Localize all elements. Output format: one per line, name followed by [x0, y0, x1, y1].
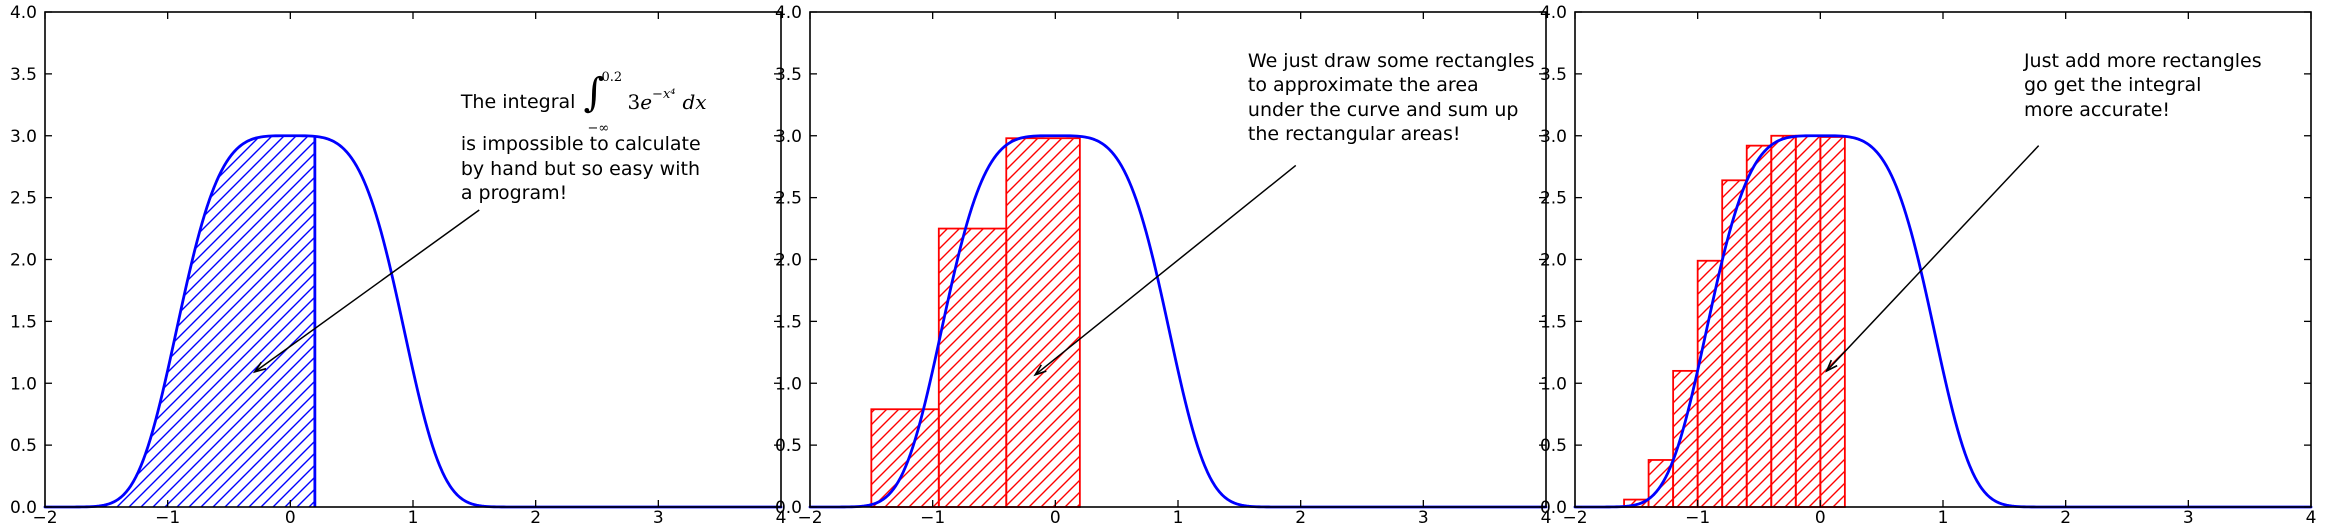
svg-text:2.5: 2.5 — [10, 189, 37, 209]
svg-text:−1: −1 — [155, 508, 180, 524]
integrand-coefficient: 3 — [627, 90, 641, 115]
svg-text:3.0: 3.0 — [775, 127, 802, 147]
differential: dx — [682, 90, 707, 115]
annotation-panel-3: Just add more rectangles go get the inte… — [2023, 50, 2262, 121]
svg-text:4.0: 4.0 — [1540, 3, 1567, 23]
svg-text:3.0: 3.0 — [1540, 127, 1567, 147]
svg-text:1: 1 — [408, 508, 419, 524]
svg-text:−1: −1 — [920, 508, 945, 524]
integral-expression: The integral ∫ 0.2 −∞ 3 e −x⁴ dx — [460, 70, 707, 137]
svg-text:0.5: 0.5 — [1540, 436, 1567, 456]
annotation-prefix: The integral — [460, 91, 576, 114]
svg-text:−2: −2 — [1562, 508, 1587, 524]
svg-text:1.0: 1.0 — [10, 374, 37, 394]
svg-text:4: 4 — [2306, 508, 2317, 524]
svg-text:1.0: 1.0 — [1540, 374, 1567, 394]
svg-text:0.0: 0.0 — [775, 498, 802, 518]
svg-text:1.5: 1.5 — [1540, 312, 1567, 332]
integral-symbol: ∫ 0.2 −∞ — [583, 70, 623, 137]
svg-text:2: 2 — [2060, 508, 2071, 524]
integral-lower-limit: −∞ — [587, 121, 610, 137]
svg-text:0.0: 0.0 — [10, 498, 37, 518]
svg-text:2.5: 2.5 — [775, 189, 802, 209]
annotation-text-1: is impossible to calculate by hand but s… — [460, 133, 701, 204]
integral-upper-limit: 0.2 — [601, 70, 623, 86]
svg-text:−1: −1 — [1685, 508, 1710, 524]
svg-text:2: 2 — [530, 508, 541, 524]
integrand-exponent: −x⁴ — [652, 86, 676, 102]
svg-text:2.0: 2.0 — [775, 251, 802, 271]
svg-text:3: 3 — [1418, 508, 1429, 524]
svg-text:0.5: 0.5 — [10, 436, 37, 456]
svg-text:1.5: 1.5 — [10, 312, 37, 332]
svg-text:1.0: 1.0 — [775, 374, 802, 394]
svg-text:4.0: 4.0 — [775, 3, 802, 23]
integrand-base: e — [640, 90, 653, 115]
svg-text:0: 0 — [285, 508, 296, 524]
svg-text:0.5: 0.5 — [775, 436, 802, 456]
svg-text:3.5: 3.5 — [775, 65, 802, 85]
svg-text:0: 0 — [1050, 508, 1061, 524]
svg-text:3: 3 — [2183, 508, 2194, 524]
svg-text:3: 3 — [653, 508, 664, 524]
annotation-panel-2: We just draw some rectangles to approxim… — [1247, 50, 1535, 146]
svg-text:2: 2 — [1295, 508, 1306, 524]
svg-text:1: 1 — [1938, 508, 1949, 524]
svg-text:−2: −2 — [32, 508, 57, 524]
svg-text:0: 0 — [1815, 508, 1826, 524]
svg-text:0.0: 0.0 — [1540, 498, 1567, 518]
annotation-panel-1: The integral ∫ 0.2 −∞ 3 e −x⁴ dx is imposs… — [460, 70, 707, 205]
svg-text:4: 4 — [1541, 508, 1552, 524]
svg-text:2.0: 2.0 — [10, 251, 37, 271]
svg-text:4: 4 — [776, 508, 787, 524]
svg-text:2.5: 2.5 — [1540, 189, 1567, 209]
svg-text:3.0: 3.0 — [10, 127, 37, 147]
svg-text:3.5: 3.5 — [1540, 65, 1567, 85]
svg-text:1: 1 — [1173, 508, 1184, 524]
svg-text:3.5: 3.5 — [10, 65, 37, 85]
svg-text:1.5: 1.5 — [775, 312, 802, 332]
svg-text:2.0: 2.0 — [1540, 251, 1567, 271]
svg-text:−2: −2 — [797, 508, 822, 524]
svg-text:4.0: 4.0 — [10, 3, 37, 23]
